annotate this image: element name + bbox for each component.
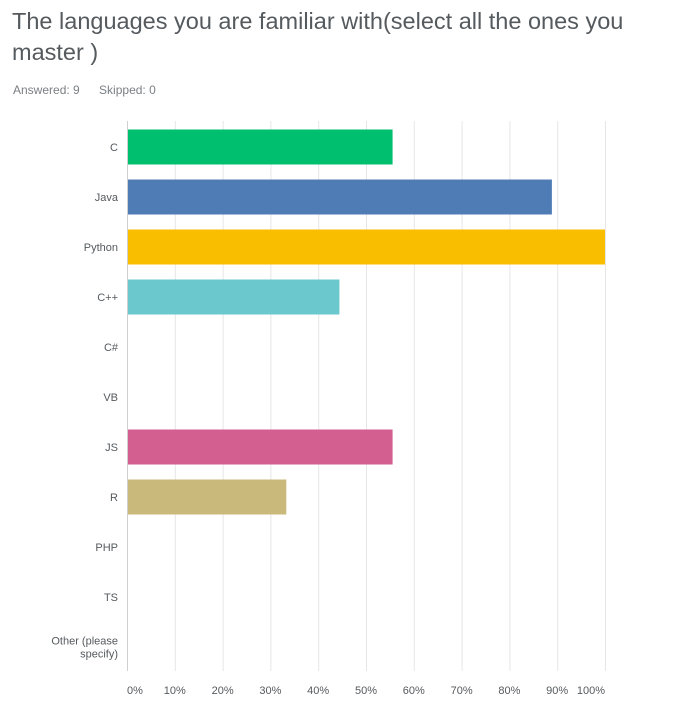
x-tick-label: 60% [403,685,425,697]
x-tick-label: 80% [498,685,520,697]
category-label: Python [84,242,118,254]
x-tick-label: 90% [546,685,568,697]
bar [127,279,340,315]
category-label: Java [95,192,119,204]
skipped-count: Skipped: 0 [99,83,156,97]
x-tick-label: 10% [164,685,186,697]
category-label: TS [104,592,118,604]
category-label: R [110,492,118,504]
bar [127,479,287,515]
x-tick-label: 20% [212,685,234,697]
x-tick-label: 0% [127,685,143,697]
x-tick-label: 50% [355,685,377,697]
x-tick-label: 70% [451,685,473,697]
bar [127,429,393,465]
category-label: JS [105,442,118,454]
bar [127,179,552,215]
category-label: Other (please specify) [51,636,118,661]
bar [127,129,393,165]
question-title: The languages you are familiar with(sele… [12,8,624,65]
x-tick-label: 30% [259,685,281,697]
x-tick-label: 100% [577,685,605,697]
response-stats: Answered: 9 Skipped: 0 [13,83,172,97]
category-label: PHP [95,542,118,554]
x-tick-label: 40% [307,685,329,697]
category-label: C# [104,342,119,354]
answered-count: Answered: 9 [13,83,80,97]
bar [127,229,605,265]
category-label: C++ [97,292,118,304]
category-label: VB [103,392,118,404]
category-label: C [110,142,118,154]
